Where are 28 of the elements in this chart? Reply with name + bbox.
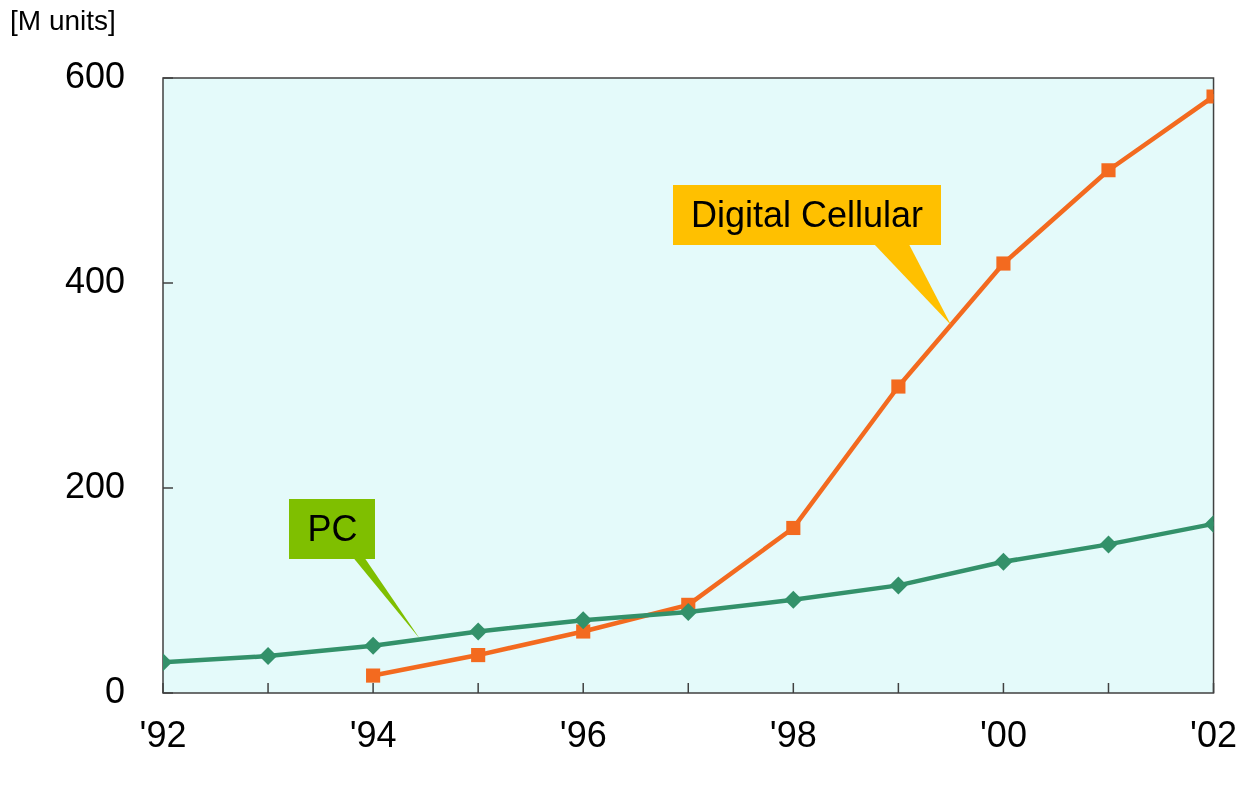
x-tick-label: '94	[349, 713, 397, 755]
y-tick-label: 600	[64, 54, 125, 96]
y-tick-label: 0	[104, 669, 125, 711]
x-tick-label: '02	[1190, 713, 1237, 755]
text: PC	[289, 499, 376, 560]
x-tick-label: '92	[139, 713, 187, 755]
point	[471, 648, 486, 663]
x-tick-label: '96	[559, 713, 607, 755]
point	[366, 668, 381, 683]
point	[469, 622, 488, 641]
point	[259, 647, 278, 666]
text: Digital Cellular	[672, 185, 941, 246]
point	[889, 576, 908, 595]
point	[891, 379, 906, 394]
y-axis-title: [M units]	[10, 4, 116, 36]
x-tick-label: '98	[769, 713, 817, 755]
point	[679, 603, 698, 622]
point	[994, 552, 1013, 571]
point	[364, 636, 383, 655]
point	[784, 590, 803, 609]
point	[1101, 163, 1116, 178]
point	[1099, 535, 1118, 554]
point	[574, 611, 593, 630]
point	[786, 520, 801, 536]
y-tick-label: 400	[64, 259, 125, 301]
point	[996, 256, 1011, 271]
x-tick-label: '00	[979, 713, 1027, 755]
y-tick-label: 200	[64, 464, 125, 506]
